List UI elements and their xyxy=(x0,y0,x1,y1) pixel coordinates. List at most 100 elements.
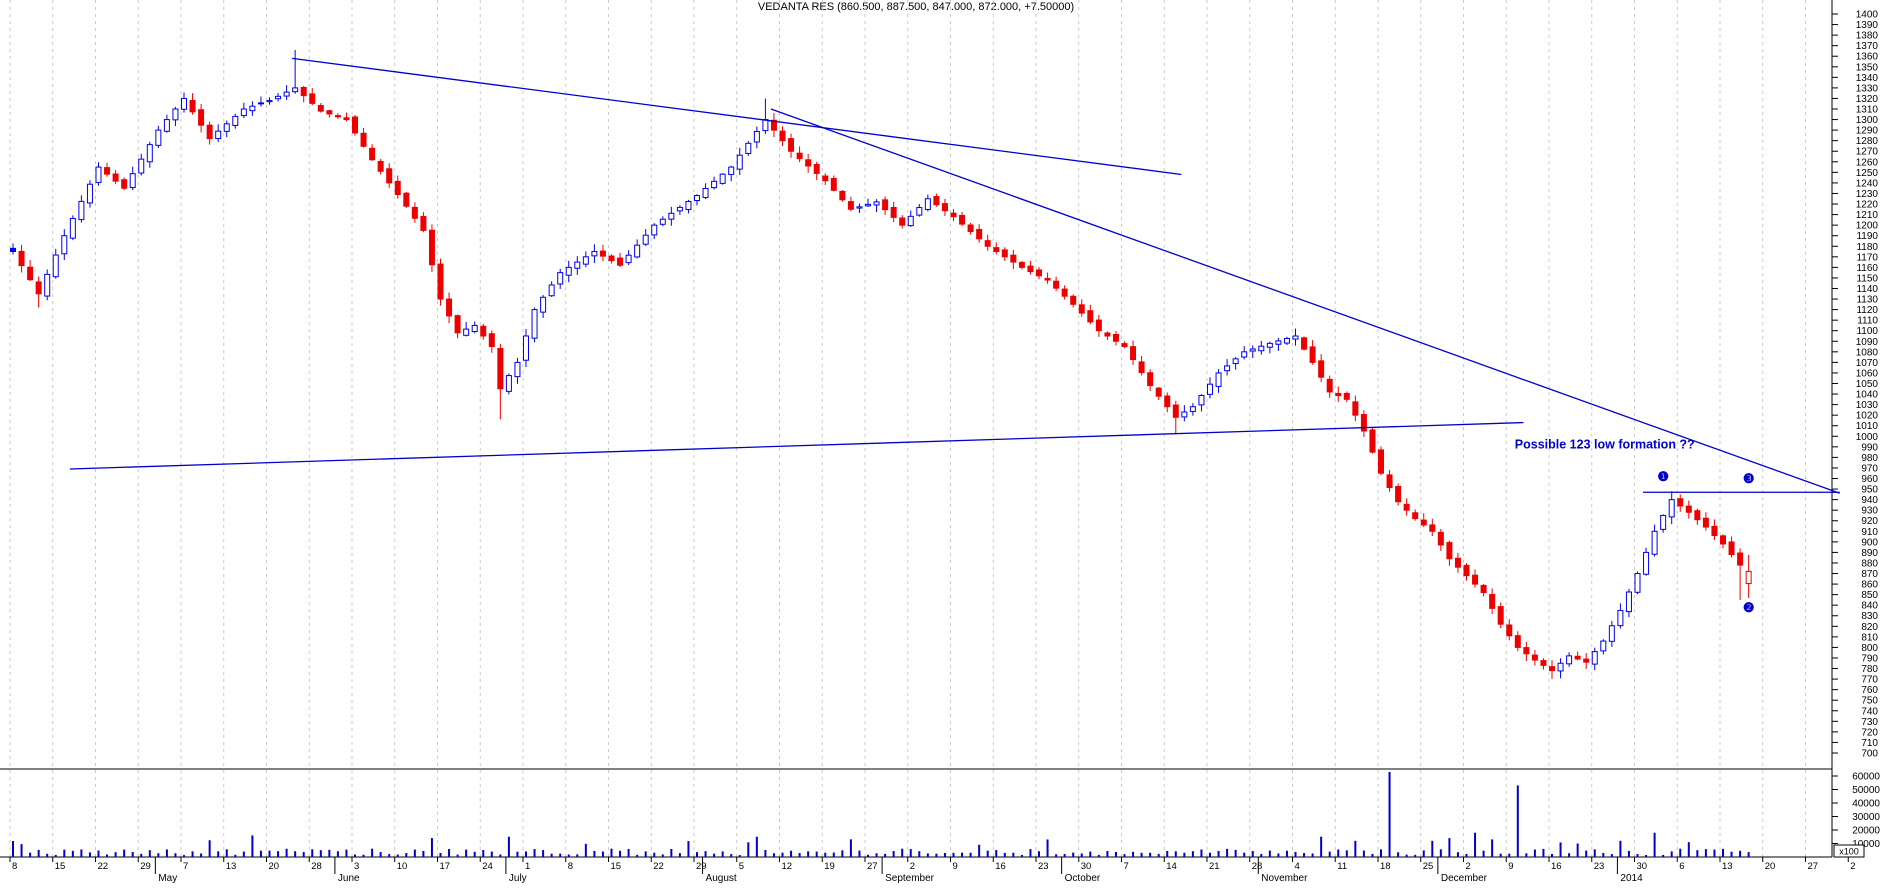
up-candle-body xyxy=(471,324,478,333)
price-tick-label: 770 xyxy=(1861,675,1878,686)
volume-bar xyxy=(1568,853,1571,857)
down-candle-body xyxy=(369,147,376,161)
price-tick-label: 1260 xyxy=(1856,157,1879,168)
down-candle-body xyxy=(1737,552,1744,566)
up-candle-body xyxy=(1600,640,1607,652)
price-tick-label: 1020 xyxy=(1856,411,1879,422)
volume-bar xyxy=(1089,851,1092,857)
volume-bar xyxy=(465,849,468,857)
point-2-marker[interactable]: ❷ xyxy=(1743,600,1755,615)
up-candle-body xyxy=(138,158,145,174)
down-candle-body xyxy=(1378,449,1384,474)
down-candle-body xyxy=(1472,574,1479,585)
volume-bar xyxy=(251,835,254,857)
downtrend-line-from-august-peak[interactable] xyxy=(770,108,1840,494)
price-tick-label: 870 xyxy=(1861,569,1878,580)
week-label: 8 xyxy=(568,861,573,872)
volume-bar xyxy=(1285,850,1288,857)
point-1-marker[interactable]: ❶ xyxy=(1657,469,1669,484)
up-candle-body xyxy=(283,91,290,97)
price-tick-label: 740 xyxy=(1861,706,1878,717)
down-candle-body xyxy=(480,325,487,337)
volume-bar xyxy=(986,850,989,857)
down-candle-body xyxy=(1326,378,1333,393)
price-tick-label: 950 xyxy=(1861,485,1878,496)
volume-bar xyxy=(354,854,356,857)
up-candle-body xyxy=(1591,651,1598,665)
volume-bar xyxy=(328,849,331,857)
volume-bar xyxy=(1636,853,1639,857)
down-candle-body xyxy=(1018,261,1025,268)
price-tick-label: 1180 xyxy=(1856,242,1878,253)
up-candle-body xyxy=(52,254,59,278)
down-candle-body xyxy=(1164,395,1171,408)
down-candle-body xyxy=(1420,519,1427,526)
price-tick-label: 900 xyxy=(1861,537,1878,548)
down-candle-body xyxy=(890,206,897,218)
price-tick-label: 750 xyxy=(1861,696,1878,707)
volume-bar xyxy=(490,851,493,857)
up-candle-body xyxy=(1617,609,1624,627)
volume-bar xyxy=(610,848,613,857)
downtrend-line-from-may-peak[interactable] xyxy=(292,57,1182,176)
volume-bar xyxy=(1704,849,1707,857)
volume-bar xyxy=(961,852,964,857)
ascending-support-line[interactable] xyxy=(69,421,1524,470)
price-tick-label: 780 xyxy=(1861,664,1878,675)
down-candle-body xyxy=(309,93,316,104)
formation-note-text[interactable]: Possible 123 low formation ?? xyxy=(1515,438,1695,452)
volume-bar xyxy=(1405,854,1408,857)
down-candle-body xyxy=(1437,531,1444,546)
volume-bar xyxy=(499,854,502,857)
volume-bar xyxy=(1482,850,1485,857)
down-candle-body xyxy=(1540,660,1547,666)
volume-bar xyxy=(1063,854,1066,857)
volume-bar xyxy=(1551,854,1553,857)
up-candle-body xyxy=(634,244,641,258)
price-tick-label: 1210 xyxy=(1856,210,1879,221)
volume-bar xyxy=(1602,852,1605,857)
volume-bar xyxy=(1243,852,1246,857)
down-candle-body xyxy=(428,229,435,266)
volume-bar xyxy=(738,855,741,857)
week-label: 28 xyxy=(311,861,322,872)
down-candle-body xyxy=(1138,361,1145,374)
volume-bar xyxy=(627,848,630,857)
up-candle-body xyxy=(1292,335,1299,340)
volume-bar xyxy=(1320,836,1323,857)
volume-bar xyxy=(764,849,767,857)
point-3-marker[interactable]: ❸ xyxy=(1743,471,1755,486)
down-candle-body xyxy=(822,175,829,182)
up-candle-body xyxy=(728,166,735,175)
down-candle-body xyxy=(1155,387,1162,397)
volume-bar xyxy=(88,852,91,857)
week-label: 27 xyxy=(1808,861,1819,872)
price-tick-label: 1060 xyxy=(1856,368,1879,379)
up-candle-body xyxy=(676,206,683,212)
down-candle-body xyxy=(1027,265,1034,273)
down-candle-body xyxy=(1412,512,1419,520)
volume-bar xyxy=(259,850,262,857)
price-tick-label: 980 xyxy=(1861,453,1878,464)
volume-bar xyxy=(37,849,40,857)
up-candle-body xyxy=(95,166,102,183)
volume-bar xyxy=(1166,850,1169,857)
price-tick-label: 1250 xyxy=(1856,168,1879,179)
down-candle-body xyxy=(950,212,957,218)
down-candle-body xyxy=(976,228,983,240)
down-candle-body xyxy=(1463,564,1470,577)
price-tick-label: 720 xyxy=(1861,727,1878,738)
volume-bar xyxy=(995,850,998,857)
down-candle-body xyxy=(1454,557,1461,568)
volume-bar xyxy=(533,849,536,857)
down-candle-body xyxy=(899,217,906,226)
down-candle-body xyxy=(882,199,889,211)
up-candle-body xyxy=(582,256,589,265)
volume-bar xyxy=(730,854,733,857)
up-candle-body xyxy=(540,296,547,313)
volume-bar xyxy=(978,844,981,857)
down-candle-body xyxy=(121,179,128,189)
down-candle-body xyxy=(1001,249,1008,258)
price-tick-label: 1230 xyxy=(1856,189,1879,200)
